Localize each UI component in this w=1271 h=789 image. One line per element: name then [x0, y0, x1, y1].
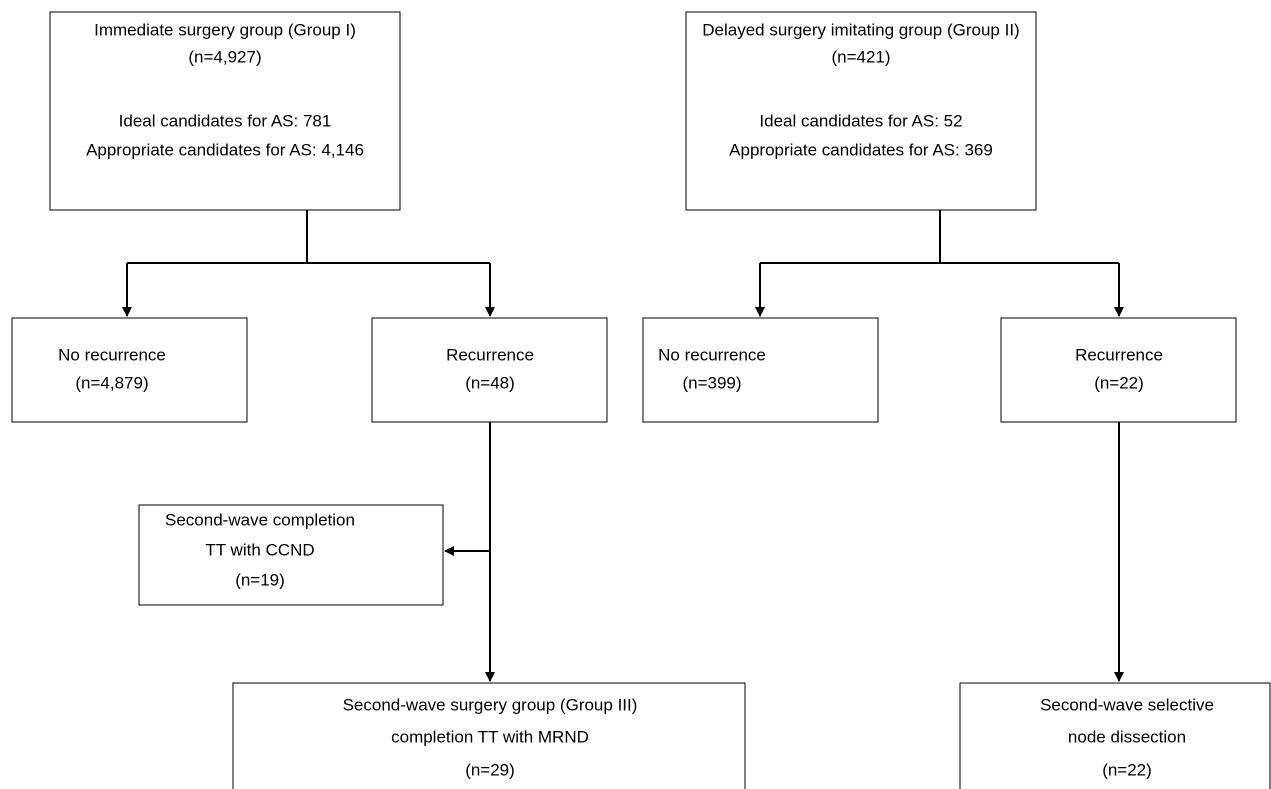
node-label: Recurrence	[446, 345, 534, 364]
node-label: (n=4,927)	[188, 47, 261, 66]
node-label: Second-wave selective	[1040, 695, 1214, 714]
box	[49, 11, 401, 211]
node-label: (n=4,879)	[75, 373, 148, 392]
box	[685, 11, 1037, 211]
node-label: Immediate surgery group (Group I)	[94, 20, 356, 39]
node-label: Ideal candidates for AS: 52	[759, 111, 962, 130]
node-label: Delayed surgery imitating group (Group I…	[702, 20, 1019, 39]
node-label: Appropriate candidates for AS: 369	[729, 140, 993, 159]
box	[1000, 317, 1237, 423]
box	[959, 682, 1271, 789]
node-label: Ideal candidates for AS: 781	[119, 111, 332, 130]
node-label: Second-wave surgery group (Group III)	[343, 695, 638, 714]
connector	[760, 210, 1119, 264]
node-label: (n=48)	[465, 373, 515, 392]
node-label: No recurrence	[658, 345, 766, 364]
node-label: (n=421)	[831, 47, 890, 66]
node-label: (n=19)	[235, 570, 285, 589]
node-label: node dissection	[1068, 727, 1186, 746]
node-label: Recurrence	[1075, 345, 1163, 364]
box	[138, 504, 444, 606]
box	[371, 317, 608, 423]
box	[232, 682, 746, 789]
node-label: (n=22)	[1102, 760, 1152, 779]
connectors	[122, 210, 1124, 682]
connector	[127, 210, 490, 264]
node-label: TT with CCND	[205, 540, 314, 559]
node-label: completion TT with MRND	[391, 727, 589, 746]
node-label: (n=22)	[1094, 373, 1144, 392]
node-label: (n=29)	[465, 760, 515, 779]
box	[642, 317, 879, 423]
node-label: Second-wave completion	[165, 510, 355, 529]
node-label: Appropriate candidates for AS: 4,146	[86, 140, 364, 159]
box	[11, 317, 248, 423]
node-label: No recurrence	[58, 345, 166, 364]
node-label: (n=399)	[682, 373, 741, 392]
